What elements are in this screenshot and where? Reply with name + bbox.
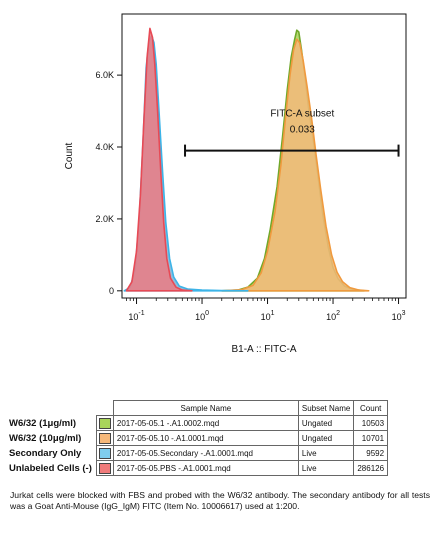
- series-area-1: [221, 38, 370, 292]
- subset-name-cell: Live: [297, 460, 355, 476]
- count-cell: 286126: [353, 460, 389, 476]
- table-body: W6/32 (1μg/ml) 2017-05-05.1 -.A1.0002.mqd…: [6, 415, 389, 476]
- legend-swatch-cell: [95, 415, 114, 431]
- sample-name-cell: 2017-05-05.PBS -.A1.0001.mqd: [112, 460, 299, 476]
- gate-name: FITC-A subset: [270, 109, 334, 120]
- x-axis: 10-1 100 101 102 103: [125, 298, 406, 322]
- sample-table-section: Sample Name Subset Name Count W6/32 (1μg…: [6, 400, 434, 476]
- plot-frame: [121, 13, 407, 299]
- figure-caption: Jurkat cells were blocked with FBS and p…: [10, 490, 430, 511]
- row-label: W6/32 (1μg/ml): [9, 417, 77, 429]
- y-tick-label: 6.0K: [95, 70, 114, 80]
- fitc-gate: FITC-A subset 0.033: [184, 109, 400, 157]
- sample-name-cell: 2017-05-05.Secondary -.A1.0001.mqd: [112, 445, 299, 461]
- histogram-chart: 0 2.0K 4.0K 6.0K 10-1 100 101 102 103 FITC-A su…: [64, 13, 407, 355]
- table-row: Unlabeled Cells (-) 2017-05-05.PBS -.A1.0…: [6, 460, 389, 476]
- sample-name-cell: 2017-05-05.1 -.A1.0002.mqd: [112, 415, 299, 431]
- x-axis-title: B1-A :: FITC-A: [231, 344, 296, 355]
- gate-value: 0.033: [290, 125, 315, 136]
- y-tick-label: 4.0K: [95, 142, 114, 152]
- subset-name-cell: Live: [297, 445, 355, 461]
- legend-swatch-cell: [95, 445, 114, 461]
- header-count: Count: [353, 400, 389, 416]
- header-subset-name: Subset Name: [297, 400, 355, 416]
- x-tick-label: 101: [261, 310, 275, 322]
- sample-name-cell: 2017-05-05.10 -.A1.0001.mqd: [112, 430, 299, 446]
- legend-swatch-cell: [95, 460, 114, 476]
- y-axis-title: Count: [64, 142, 75, 169]
- series-layer: [123, 27, 370, 292]
- x-tick-label: 100: [195, 310, 209, 322]
- table-row: W6/32 (1μg/ml) 2017-05-05.1 -.A1.0002.mqd…: [6, 415, 389, 431]
- series-area-3: [125, 27, 193, 292]
- legend-swatch-cell: [95, 430, 114, 446]
- y-tick-label: 0: [109, 286, 114, 296]
- header-sample-name: Sample Name: [112, 400, 299, 416]
- row-label: Secondary Only: [9, 447, 82, 459]
- table-row: W6/32 (10μg/ml) 2017-05-05.10 -.A1.0001.m…: [6, 430, 389, 446]
- x-tick-label: 102: [326, 310, 340, 322]
- sample-table: Sample Name Subset Name Count W6/32 (1μg…: [6, 400, 389, 476]
- legend-swatch: [98, 432, 111, 444]
- legend-swatch: [98, 417, 111, 429]
- y-axis: 0 2.0K 4.0K 6.0K: [95, 70, 122, 296]
- table-corner: [6, 401, 96, 416]
- row-label: Unlabeled Cells (-): [9, 462, 92, 474]
- subset-name-cell: Ungated: [297, 430, 355, 446]
- x-tick-label: 10-1: [128, 310, 144, 322]
- row-label: W6/32 (10μg/ml): [9, 432, 82, 444]
- count-cell: 9592: [353, 445, 389, 461]
- count-cell: 10701: [353, 430, 389, 446]
- subset-name-cell: Ungated: [297, 415, 355, 431]
- table-header-row: Sample Name Subset Name Count: [6, 400, 389, 416]
- x-tick-label: 103: [392, 310, 406, 322]
- y-tick-label: 2.0K: [95, 214, 114, 224]
- legend-swatch: [98, 447, 111, 459]
- table-row: Secondary Only 2017-05-05.Secondary -.A1.…: [6, 445, 389, 461]
- legend-swatch: [98, 462, 111, 474]
- swatch-header: [96, 401, 113, 416]
- count-cell: 10503: [353, 415, 389, 431]
